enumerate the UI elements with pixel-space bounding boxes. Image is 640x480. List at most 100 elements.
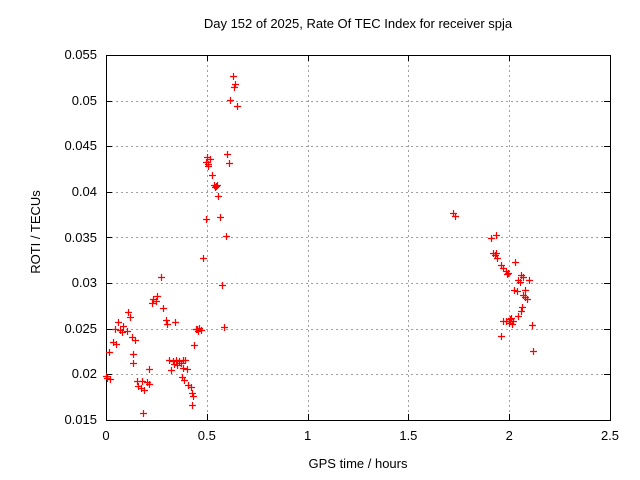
data-point	[189, 390, 196, 397]
data-point	[512, 259, 519, 266]
data-point	[529, 322, 536, 329]
data-point	[518, 308, 525, 315]
data-point	[140, 410, 147, 417]
data-point	[190, 393, 197, 400]
data-point	[158, 274, 165, 281]
data-point	[514, 288, 521, 295]
data-point	[517, 279, 524, 286]
data-point	[189, 402, 196, 409]
data-point	[213, 183, 220, 190]
data-point	[452, 213, 459, 220]
data-point	[505, 270, 512, 277]
data-point	[115, 319, 122, 326]
data-point	[174, 362, 181, 369]
data-point	[500, 265, 507, 272]
data-point	[504, 271, 511, 278]
y-tick-label: 0.05	[71, 92, 97, 108]
x-tick-label: 1.5	[399, 428, 418, 443]
data-point	[506, 320, 513, 327]
data-point	[232, 81, 239, 88]
data-point	[519, 304, 526, 311]
data-point	[119, 329, 126, 336]
data-point	[511, 287, 518, 294]
data-point	[129, 334, 136, 341]
data-point	[124, 328, 131, 335]
data-point	[160, 305, 167, 312]
x-tick-label: 2	[505, 428, 513, 443]
data-point	[493, 250, 500, 257]
data-point	[127, 314, 134, 321]
x-tick-label: 0	[102, 428, 110, 443]
data-point	[498, 333, 505, 340]
y-tick-label: 0.03	[71, 275, 97, 291]
data-point	[231, 84, 238, 91]
data-point	[223, 233, 230, 240]
data-point	[493, 232, 500, 239]
x-axis-label: GPS time / hours	[308, 456, 408, 471]
data-point	[107, 376, 114, 383]
data-point	[130, 351, 137, 358]
data-point	[488, 235, 495, 242]
data-point	[205, 161, 212, 168]
data-point	[520, 274, 527, 281]
data-point	[494, 255, 501, 262]
x-tick-label: 2.5	[600, 428, 620, 443]
data-point	[166, 357, 173, 364]
data-point	[526, 277, 533, 284]
data-point	[172, 319, 179, 326]
data-point	[170, 358, 177, 365]
data-point	[173, 357, 180, 364]
y-tick-label: 0.035	[64, 229, 97, 245]
data-point	[149, 300, 156, 307]
data-point	[132, 337, 139, 344]
data-point	[130, 360, 137, 367]
data-point	[178, 360, 185, 367]
data-point	[163, 317, 170, 324]
y-tick-label: 0.055	[64, 47, 97, 62]
data-point	[524, 296, 531, 303]
data-point	[153, 298, 160, 305]
y-tick-label: 0.015	[64, 412, 97, 427]
data-point	[112, 326, 119, 333]
data-point	[106, 349, 113, 356]
data-point	[146, 381, 153, 388]
y-tick-label: 0.04	[71, 183, 97, 199]
data-point	[104, 375, 111, 382]
data-point	[214, 182, 221, 189]
data-point	[180, 365, 187, 372]
data-point	[168, 367, 175, 374]
data-point	[207, 156, 214, 163]
data-point	[226, 160, 233, 167]
y-tick-label: 0.025	[64, 320, 97, 336]
data-point	[181, 377, 188, 384]
y-tick-label: 0.045	[64, 138, 97, 154]
data-point	[171, 361, 178, 368]
data-point	[146, 366, 153, 373]
x-tick-label: 1	[303, 428, 312, 443]
data-point	[224, 151, 231, 158]
data-point	[200, 255, 207, 262]
data-point	[154, 293, 161, 300]
data-point	[141, 387, 148, 394]
data-point	[209, 172, 216, 179]
data-point	[120, 323, 127, 330]
data-point	[125, 309, 132, 316]
data-point	[203, 216, 210, 223]
data-point	[184, 366, 191, 373]
data-point	[515, 313, 522, 320]
x-tick-label: 0.5	[197, 428, 216, 443]
data-point	[198, 327, 205, 334]
data-point	[219, 282, 226, 289]
data-point	[522, 287, 529, 294]
y-tick-label: 0.02	[71, 366, 97, 382]
data-point	[217, 214, 224, 221]
data-point	[182, 357, 189, 364]
data-point	[234, 103, 241, 110]
data-point	[510, 318, 517, 325]
data-point	[215, 193, 222, 200]
data-point	[227, 97, 234, 104]
data-point	[139, 378, 146, 385]
data-point	[188, 384, 195, 391]
data-point	[509, 321, 516, 328]
data-point	[230, 73, 237, 80]
